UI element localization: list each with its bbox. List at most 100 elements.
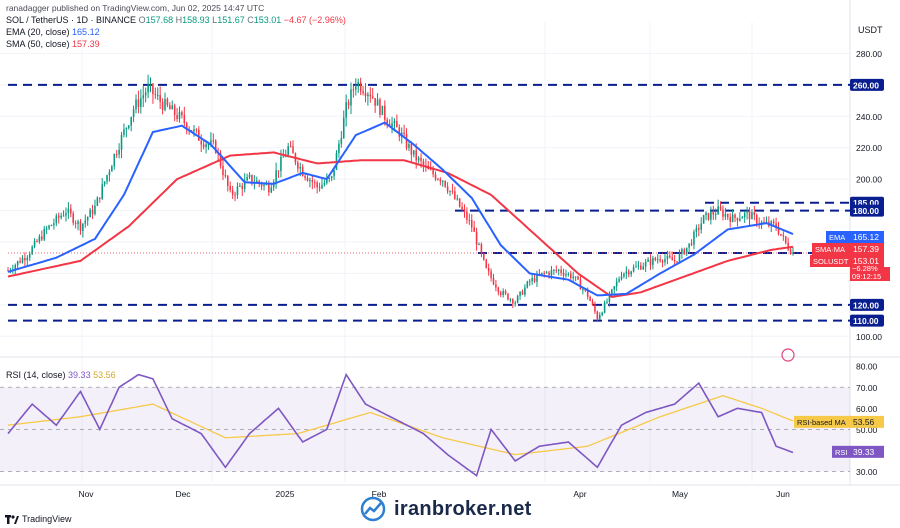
candle-body bbox=[526, 281, 529, 288]
candle-body bbox=[333, 169, 335, 177]
candle-body bbox=[367, 94, 369, 97]
rsi-tag-bg bbox=[794, 415, 850, 428]
candle-body bbox=[541, 272, 543, 275]
candle-body bbox=[444, 180, 446, 187]
candle-body bbox=[57, 215, 60, 218]
ema-20-line[interactable] bbox=[7, 121, 794, 297]
rsi-tick: 80.00 bbox=[856, 362, 878, 372]
candle-body bbox=[722, 209, 724, 217]
candle-body bbox=[251, 174, 253, 183]
candle-body bbox=[473, 227, 475, 232]
low-value: 151.67 bbox=[217, 15, 245, 25]
candle-body bbox=[562, 272, 565, 276]
candle-body bbox=[777, 227, 780, 234]
candle-body bbox=[256, 180, 258, 183]
candle-body bbox=[669, 255, 671, 258]
candle-body bbox=[603, 302, 606, 313]
candle-body bbox=[280, 156, 282, 172]
candle-body bbox=[89, 209, 91, 218]
watermark: iranbroker.net bbox=[360, 496, 532, 522]
tradingview-logo[interactable]: TradingView bbox=[5, 514, 72, 524]
candle-body bbox=[301, 166, 304, 176]
candle-body bbox=[461, 206, 463, 210]
time-tick: Jun bbox=[776, 489, 790, 499]
currency-label: USDT bbox=[858, 25, 883, 35]
rsi-legend[interactable]: RSI (14, close) 39.33 53.56 bbox=[6, 370, 116, 380]
indicator-value: 153.01 bbox=[853, 256, 879, 266]
candle-body bbox=[205, 144, 207, 147]
rsi-value-bg bbox=[850, 445, 884, 458]
candle-body bbox=[210, 140, 212, 144]
symbol-legend[interactable]: SOL / TetherUS · 1D · BINANCE O157.68 H1… bbox=[6, 15, 346, 25]
close-value: 153.01 bbox=[253, 15, 282, 25]
level-tag: 260.00 bbox=[853, 80, 879, 90]
candle-body bbox=[719, 206, 722, 210]
candle-body bbox=[115, 154, 118, 156]
candle-body bbox=[502, 291, 504, 295]
indicator-tag-bg bbox=[810, 255, 850, 267]
candle-body bbox=[171, 105, 174, 110]
candle-body bbox=[376, 99, 379, 106]
price-tick: 240.00 bbox=[856, 112, 882, 122]
candle-body bbox=[82, 223, 84, 231]
candle-body bbox=[753, 212, 756, 216]
candle-body bbox=[323, 183, 326, 185]
candle-body bbox=[570, 273, 572, 279]
candle-body bbox=[437, 179, 439, 181]
candle-body bbox=[113, 154, 116, 167]
sma-legend[interactable]: SMA (50, close) 157.39 bbox=[6, 39, 100, 49]
candle-body bbox=[381, 105, 384, 115]
candle-body bbox=[330, 176, 333, 178]
candle-body bbox=[451, 190, 454, 192]
candle-body bbox=[456, 198, 459, 200]
candle-body bbox=[698, 228, 700, 230]
time-tick: Feb bbox=[372, 489, 387, 499]
candle-body bbox=[263, 184, 265, 187]
candle-body bbox=[524, 287, 526, 295]
candle-body bbox=[38, 236, 41, 242]
candle-body bbox=[26, 257, 29, 261]
candle-body bbox=[386, 119, 388, 124]
candle-body bbox=[741, 217, 744, 219]
candle-body bbox=[700, 223, 702, 230]
candle-body bbox=[342, 117, 345, 139]
candle-body bbox=[533, 278, 536, 282]
candle-body bbox=[772, 221, 775, 224]
candle-body bbox=[67, 208, 70, 213]
candle-body bbox=[55, 215, 58, 224]
candle-body bbox=[340, 138, 343, 144]
candle-body bbox=[640, 265, 642, 270]
candle-body bbox=[62, 215, 65, 217]
rsi-value: 39.33 bbox=[853, 447, 875, 457]
candle-body bbox=[661, 260, 664, 263]
candle-body bbox=[787, 242, 789, 250]
candle-body bbox=[374, 98, 376, 106]
candle-body bbox=[384, 105, 386, 120]
candle-body bbox=[277, 170, 280, 172]
candle-body bbox=[65, 212, 67, 216]
candle-body bbox=[606, 301, 608, 303]
candle-body bbox=[550, 270, 553, 276]
candle-body bbox=[130, 116, 132, 126]
candle-body bbox=[792, 252, 794, 254]
candle-body bbox=[195, 129, 198, 131]
candle-body bbox=[567, 273, 570, 275]
candle-body bbox=[649, 259, 652, 265]
candle-body bbox=[181, 112, 183, 116]
sma-50-line[interactable] bbox=[7, 151, 794, 299]
candle-body bbox=[169, 105, 171, 110]
candle-body bbox=[137, 99, 140, 107]
candle-body bbox=[316, 182, 318, 188]
candle-body bbox=[405, 134, 408, 148]
candle-body bbox=[688, 243, 690, 248]
candle-body bbox=[446, 186, 449, 192]
candle-body bbox=[352, 89, 355, 91]
change-value: −4.67 (−2.96%) bbox=[283, 15, 346, 25]
candle-body bbox=[103, 181, 106, 185]
candle-body bbox=[589, 296, 591, 302]
candle-body bbox=[413, 150, 415, 155]
candle-body bbox=[770, 221, 773, 226]
ema-legend[interactable]: EMA (20, close) 165.12 bbox=[6, 27, 100, 37]
candle-body bbox=[347, 102, 350, 106]
